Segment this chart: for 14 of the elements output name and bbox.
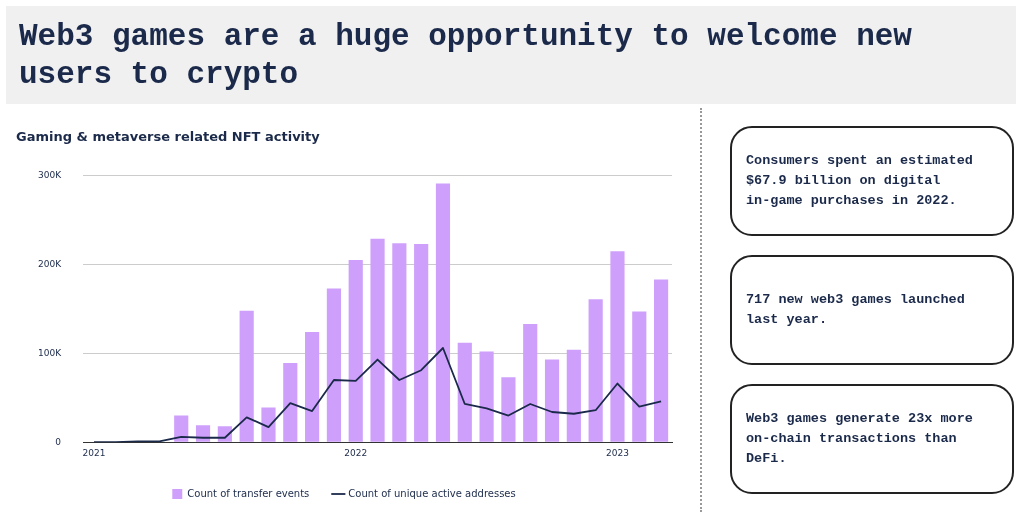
chart-subtitle: Gaming & metaverse related NFT activity	[16, 129, 321, 145]
x-tick-label: 2022	[344, 447, 368, 458]
text: 717 new web3 games launched last year.	[746, 292, 965, 327]
x-tick-label: 2021	[82, 447, 106, 458]
y-tick-label: 0	[55, 436, 62, 447]
x-tick-label: 2023	[606, 447, 629, 458]
chart-title: Web3 games are a huge opportunity to welcome new users to crypto	[19, 18, 913, 94]
text: Web3 games generate 23x more on-chain transactions than DeFi.	[746, 411, 973, 466]
legend-label: Count of transfer events	[187, 487, 310, 499]
y-tick-label: 200K	[37, 258, 63, 269]
text: Consumers spent an estimated $67.9 billion on digital in-game purchases in 2022.	[746, 153, 973, 208]
legend-label: Count of unique active addresses	[348, 487, 516, 499]
y-tick-label: 100K	[37, 347, 63, 358]
y-tick-label: 300K	[37, 169, 63, 180]
